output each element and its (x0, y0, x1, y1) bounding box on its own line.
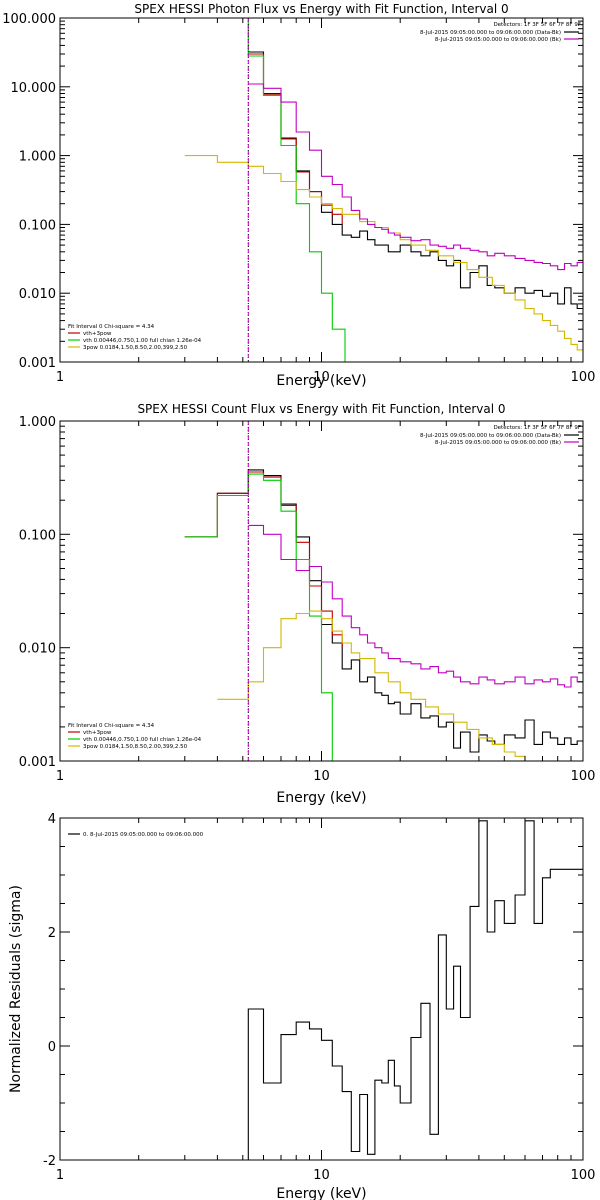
x-tick-label: 10 (313, 769, 330, 784)
y-tick-label: 100.000 (2, 12, 56, 27)
x-axis-label: Energy (keV) (276, 373, 366, 389)
series-group (184, 18, 583, 362)
legend-entry-text: 3pow 0.0184,1.50,8.50,2.00,399,2.50 (83, 345, 188, 351)
legend-entry-text: 0. 8-Jul-2015 09:05:00.000 to 09:06:00.0… (83, 832, 204, 838)
y-tick-label: -2 (43, 1154, 56, 1169)
y-tick-label: 2 (48, 926, 56, 941)
series-line-bk (248, 524, 583, 688)
series-line-vth (184, 18, 346, 362)
y-axis-label: Normalized Residuals (sigma) (8, 885, 24, 1093)
legend-entry-text: 8-Jul-2015 09:05:00.000 to 09:06:00.000 … (420, 433, 561, 439)
series-line-vth+3pow (248, 53, 343, 225)
legend-entry-text: vth 0.00446,0.750,1.00 full chian 1.26e-… (83, 737, 202, 743)
plot-frame (59, 817, 584, 1161)
panel-3: 1 10 100 -2 0 2 4 Energy (keV) Normalized Residu… (8, 812, 595, 1200)
legend-top-right: Detectors: 1F 3F 5F 6F 7F 8F 9F 8-Jul-201… (420, 22, 581, 43)
legend-header: Detectors: 1F 3F 5F 6F 7F 8F 9F (493, 22, 581, 28)
y-tick-label: 1.000 (19, 150, 56, 165)
y-tick-label: 0.100 (19, 528, 56, 543)
x-tick-label: 100 (571, 769, 596, 784)
x-tick-label: 100 (571, 370, 596, 385)
series-line-3pow (184, 155, 583, 351)
y-tick-label: 0.001 (19, 755, 56, 770)
legend-bottom-left: Fit Interval 0 Chi-square = 4.34vth+3pow… (68, 324, 202, 351)
y-tick-label: 1.000 (19, 415, 56, 430)
y-tick-label: 0 (48, 1040, 56, 1055)
y-tick-label: 0.100 (19, 218, 56, 233)
legend-bottom-left: Fit Interval 0 Chi-square = 4.34vth+3pow… (68, 723, 202, 750)
y-tick-label: 0.001 (19, 356, 56, 371)
x-tick-label: 10 (313, 370, 330, 385)
series-line-3pow (217, 610, 583, 761)
legend-entry-text: 8-Jul-2015 09:05:00.000 to 09:06:00.000 … (420, 30, 561, 36)
series-line-data-bk (248, 51, 583, 310)
x-tick-label: 1 (56, 769, 64, 784)
legend-top-right: Detectors: 1F 3F 5F 6F 7F 8F 9F 8-Jul-201… (420, 425, 581, 446)
x-tick-label: 1 (56, 1168, 64, 1183)
legend-header: Detectors: 1F 3F 5F 6F 7F 8F 9F (493, 425, 581, 431)
y-tick-label: 0.010 (19, 287, 56, 302)
x-tick-label: 1 (56, 370, 64, 385)
y-tick-label: 4 (48, 812, 56, 827)
x-axis-label: Energy (keV) (276, 1186, 366, 1200)
panel-1: SPEX HESSI Photon Flux vs Energy with Fi… (2, 2, 595, 389)
series-line-data-bk (184, 469, 583, 753)
x-tick-label: 10 (313, 1168, 330, 1183)
legend-entry-text: vth 0.00446,0.750,1.00 full chian 1.26e-… (83, 338, 202, 344)
plot-frame (59, 17, 584, 363)
legend-entry-text: vth+3pow (83, 331, 112, 337)
chart-title: SPEX HESSI Count Flux vs Energy with Fit… (137, 402, 505, 416)
chart-title: SPEX HESSI Photon Flux vs Energy with Fi… (134, 2, 508, 16)
legend-header: Fit Interval 0 Chi-square = 4.34 (68, 723, 155, 729)
series-line-bk (248, 83, 583, 271)
series-line-residuals (247, 820, 583, 1160)
y-tick-label: 10.000 (11, 81, 57, 96)
legend-entry-text: vth+3pow (83, 730, 112, 736)
x-tick-label: 100 (571, 1168, 596, 1183)
legend-header: Fit Interval 0 Chi-square = 4.34 (68, 324, 155, 330)
legend-entry-text: 8-Jul-2015 09:05:00.000 to 09:06:00.000 … (435, 37, 561, 43)
series-line-vth (184, 473, 333, 761)
legend-top-left: 0. 8-Jul-2015 09:05:00.000 to 09:06:00.0… (68, 832, 204, 838)
legend-entry-text: 3pow 0.0184,1.50,8.50,2.00,399,2.50 (83, 744, 188, 750)
y-tick-label: 0.010 (19, 642, 56, 657)
series-line-vth+3pow (184, 471, 343, 648)
legend-entry-text: 8-Jul-2015 09:05:00.000 to 09:06:00.000 … (435, 440, 561, 446)
series-group (247, 820, 583, 1160)
x-axis-label: Energy (keV) (276, 790, 366, 806)
panel-2: SPEX HESSI Count Flux vs Energy with Fit… (19, 402, 596, 806)
series-group (184, 469, 583, 761)
